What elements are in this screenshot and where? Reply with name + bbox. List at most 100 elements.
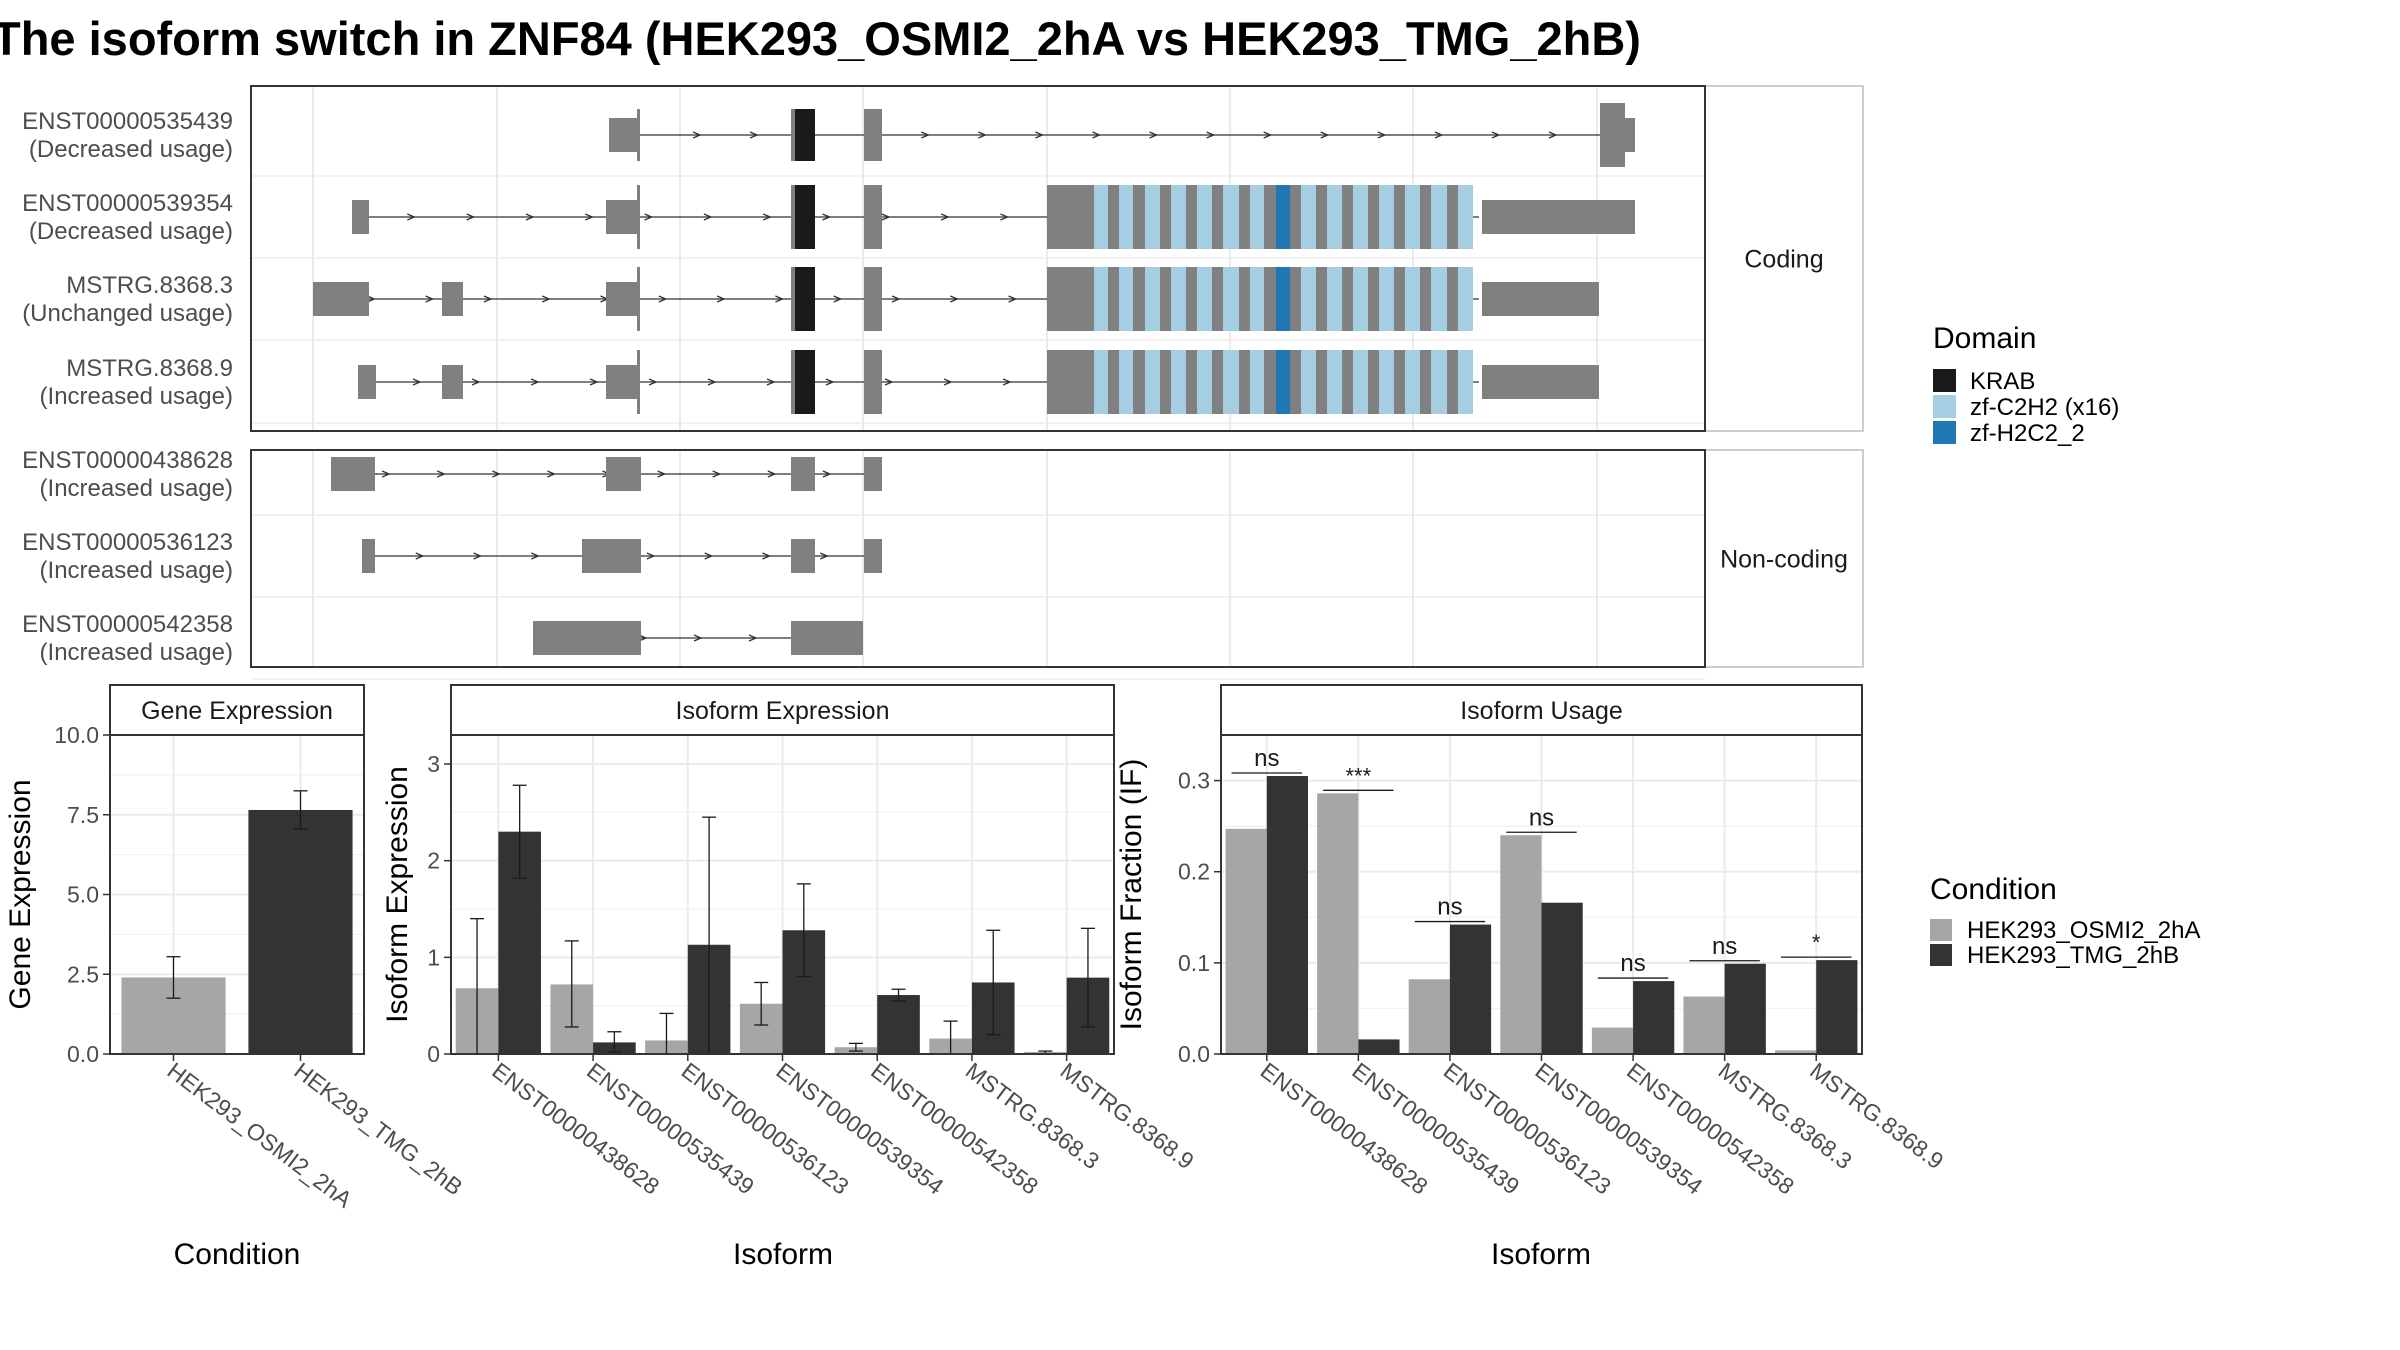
zf-c2h2-domain [1458, 350, 1473, 414]
zf-c2h2-domain [1197, 185, 1212, 249]
exon [791, 350, 795, 414]
zf-c2h2-domain [1301, 350, 1316, 414]
transcript-id: ENST00000539354 [22, 190, 233, 217]
intron-arrow [891, 295, 901, 303]
exon [582, 539, 641, 573]
intron-arrow [657, 470, 667, 478]
intron-arrow [1035, 131, 1045, 139]
exon [1482, 365, 1599, 399]
exon [791, 621, 863, 655]
exon [864, 267, 882, 331]
intron-arrow [466, 213, 476, 221]
exon [606, 282, 637, 316]
intron-arrow [648, 378, 658, 386]
domain-legend-label: zf-C2H2 (x16) [1970, 394, 2119, 421]
intron-arrow [1149, 131, 1159, 139]
intron-arrow [692, 131, 702, 139]
exon [864, 539, 882, 573]
intron-arrow [1008, 295, 1018, 303]
exon [791, 457, 815, 491]
exon [864, 185, 882, 249]
structure-panel-bg [251, 450, 1705, 667]
transcript-id: MSTRG.8368.9 [66, 355, 233, 382]
exon [637, 185, 640, 249]
intron-arrow [940, 213, 950, 221]
zf-c2h2-domain [1145, 185, 1160, 249]
transcript-status: (Increased usage) [40, 475, 233, 502]
exon [791, 109, 795, 161]
x-tick-label: ENST00000536123 [677, 1057, 854, 1199]
x-tick-label: ENST00000438628 [487, 1057, 664, 1199]
noncoding-label: Non-coding [1720, 546, 1848, 574]
coding-panel-border [250, 85, 1706, 432]
bar [1683, 996, 1725, 1054]
exon [791, 539, 815, 573]
intron-arrow [943, 378, 953, 386]
intron-arrow [646, 552, 656, 560]
zf-c2h2-domain [1145, 350, 1160, 414]
x-tick-label: ENST00000542358 [1622, 1057, 1799, 1199]
significance-label: ns [1712, 933, 1737, 960]
intron-arrow [492, 470, 501, 478]
zf-c2h2-domain [1458, 267, 1473, 331]
zf-c2h2-domain [1458, 185, 1473, 249]
intron-arrow [762, 552, 772, 560]
intron-arrow [547, 470, 557, 478]
y-tick-label: 1 [427, 944, 440, 970]
exon [864, 457, 882, 491]
intron-arrow [1263, 131, 1273, 139]
y-tick-label: 0.0 [1178, 1041, 1210, 1067]
y-tick-label: 7.5 [67, 802, 99, 828]
exon [1482, 282, 1599, 316]
intron-arrow [1206, 131, 1216, 139]
intron-arrow [1491, 131, 1501, 139]
intron-arrow [425, 295, 435, 303]
bar [1266, 776, 1308, 1054]
transcript-status: (Increased usage) [40, 639, 233, 666]
x-tick-label: ENST00000539354 [1530, 1057, 1707, 1199]
zf-c2h2-domain [1301, 267, 1316, 331]
exon [791, 267, 795, 331]
zf-c2h2-domain [1327, 185, 1342, 249]
bar [1358, 1039, 1400, 1054]
bar [1816, 960, 1858, 1054]
zf-c2h2-domain [1145, 267, 1160, 331]
intron-arrow [707, 378, 717, 386]
zf-c2h2-domain [1431, 267, 1447, 331]
bar [1317, 793, 1359, 1054]
exon [362, 539, 375, 573]
y-tick-label: 10.0 [54, 722, 99, 748]
intron-arrow [825, 378, 835, 386]
zf-c2h2-domain [1353, 185, 1368, 249]
zf-c2h2-domain [1250, 185, 1264, 249]
figure-title: The isoform switch in ZNF84 (HEK293_OSMI… [0, 12, 1641, 65]
zf-h2c2-domain [1276, 350, 1290, 414]
domain-legend-label: KRAB [1970, 368, 2035, 395]
zf-c2h2-domain [1094, 185, 1108, 249]
exon [864, 109, 882, 161]
domain-legend-label: zf-H2C2_2 [1970, 420, 2085, 447]
bar [248, 809, 353, 1054]
y-axis-title: Isoform Expression [381, 766, 414, 1023]
zf-c2h2-domain [1171, 350, 1186, 414]
zf-c2h2-domain [1431, 350, 1447, 414]
zf-c2h2-domain [1223, 185, 1239, 249]
significance-label: *** [1346, 763, 1372, 788]
zf-c2h2-domain [1197, 350, 1212, 414]
condition-legend-swatch [1930, 944, 1952, 966]
intron-arrow [822, 470, 832, 478]
transcript-status: (Decreased usage) [29, 218, 233, 245]
y-tick-label: 0 [427, 1041, 440, 1067]
domain-legend-swatch [1933, 395, 1956, 418]
y-tick-label: 5.0 [67, 882, 99, 908]
zf-c2h2-domain [1379, 185, 1394, 249]
zf-c2h2-domain [1327, 350, 1342, 414]
zf-h2c2-domain [1276, 267, 1290, 331]
condition-legend-label: HEK293_TMG_2hB [1967, 942, 2179, 969]
intron-arrow [367, 295, 376, 303]
bar [1500, 835, 1542, 1054]
exon [791, 185, 795, 249]
exon [533, 621, 641, 655]
intron-arrow [473, 552, 483, 560]
exon [1482, 200, 1635, 234]
